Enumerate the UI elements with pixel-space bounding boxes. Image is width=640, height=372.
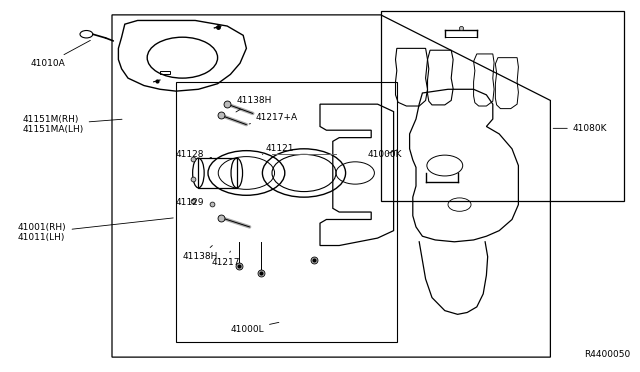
Text: 41000L: 41000L (230, 323, 279, 334)
Text: 41151M(RH)
41151MA(LH): 41151M(RH) 41151MA(LH) (22, 115, 122, 134)
Text: 41217+A: 41217+A (249, 113, 298, 124)
Text: 41138H: 41138H (182, 246, 218, 261)
Text: 41121: 41121 (262, 144, 294, 154)
Text: R4400050: R4400050 (584, 350, 630, 359)
Text: 41129: 41129 (176, 198, 205, 207)
Text: 41010A: 41010A (31, 41, 90, 68)
Text: 41001(RH)
41011(LH): 41001(RH) 41011(LH) (18, 218, 173, 242)
Text: 41138H: 41138H (236, 96, 272, 112)
Text: 41000K: 41000K (368, 150, 403, 159)
Text: 41217: 41217 (211, 251, 240, 267)
Text: 41128: 41128 (176, 150, 212, 159)
Text: 41080K: 41080K (553, 124, 607, 133)
